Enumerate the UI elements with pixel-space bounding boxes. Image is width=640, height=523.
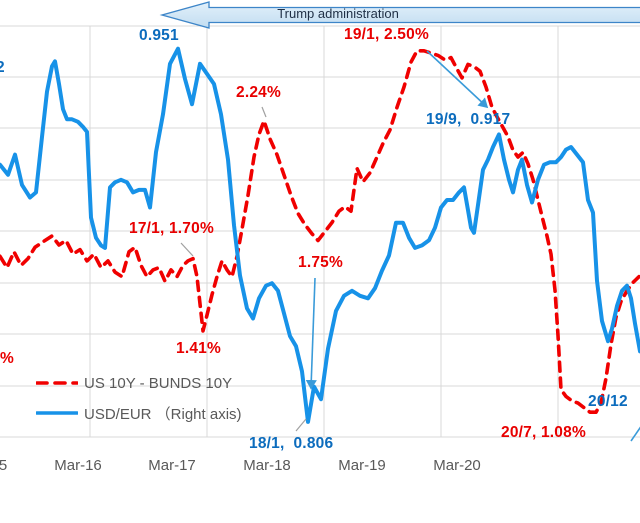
annotation-spread-20-7-108: 20/7, 1.08%: [501, 424, 586, 441]
legend-label-usdeur: USD/EUR （Right axis): [84, 405, 242, 423]
leader-arrow-19-9-icon: [426, 50, 489, 109]
leader-line-224: [261, 106, 267, 118]
annotation-usd-18-1-0806: 18/1, 0.806: [249, 435, 334, 452]
gridlines: [0, 25, 640, 438]
x-axis-label-mar-17: Mar-17: [148, 457, 196, 474]
x-axis-label-mar-19: Mar-19: [338, 457, 386, 474]
x-axis-label-mar-16: Mar-16: [54, 457, 102, 474]
leader-line-17-1: [180, 242, 194, 257]
annotation-usd-20-12: 20/12: [588, 393, 628, 410]
annotation-spread-141: 1.41%: [176, 340, 221, 357]
annotation-clipped-left-pct: %: [0, 350, 14, 367]
legend-item-usdeur[interactable]: USD/EUR （Right axis): [36, 403, 242, 423]
annotation-usd-peak-0951: 0.951: [139, 27, 179, 44]
annotation-spread-175: 1.75%: [298, 254, 343, 271]
annotation-clipped-left-2: 2: [0, 59, 5, 76]
series-lines: [0, 46, 640, 424]
series-line-usdeur: [0, 46, 640, 424]
legend-label-us10y-bunds: US 10Y - BUNDS 10Y: [84, 374, 233, 392]
x-axis-label-5: 5: [0, 457, 8, 474]
annotation-leaders: [180, 50, 640, 442]
legend: US 10Y - BUNDS 10Y USD/EUR （Right axis): [36, 373, 242, 433]
annotation-spread-224: 2.24%: [236, 84, 281, 101]
leader-arrow-175-icon: [305, 277, 317, 390]
annotation-spread-19-1-250: 19/1, 2.50%: [344, 26, 429, 43]
banner-label: Trump administration: [277, 6, 399, 21]
series-line-us10y-bunds: [0, 48, 640, 415]
x-axis-label-mar-18: Mar-18: [243, 457, 291, 474]
x-axis-label-mar-20: Mar-20: [433, 457, 481, 474]
red-dashed-line-sample-icon: [36, 381, 78, 385]
leader-line-18-1: [295, 418, 307, 432]
left-arrow-banner-icon: [159, 1, 640, 29]
annotation-usd-19-9-0917: 19/9, 0.917: [426, 111, 511, 128]
annotation-spread-17-1-170: 17/1, 1.70%: [129, 220, 214, 237]
trump-administration-banner: [159, 1, 640, 29]
legend-item-us10y-bunds[interactable]: US 10Y - BUNDS 10Y: [36, 373, 242, 393]
leader-line-20-12: [630, 426, 640, 442]
blue-solid-line-sample-icon: [36, 411, 78, 415]
